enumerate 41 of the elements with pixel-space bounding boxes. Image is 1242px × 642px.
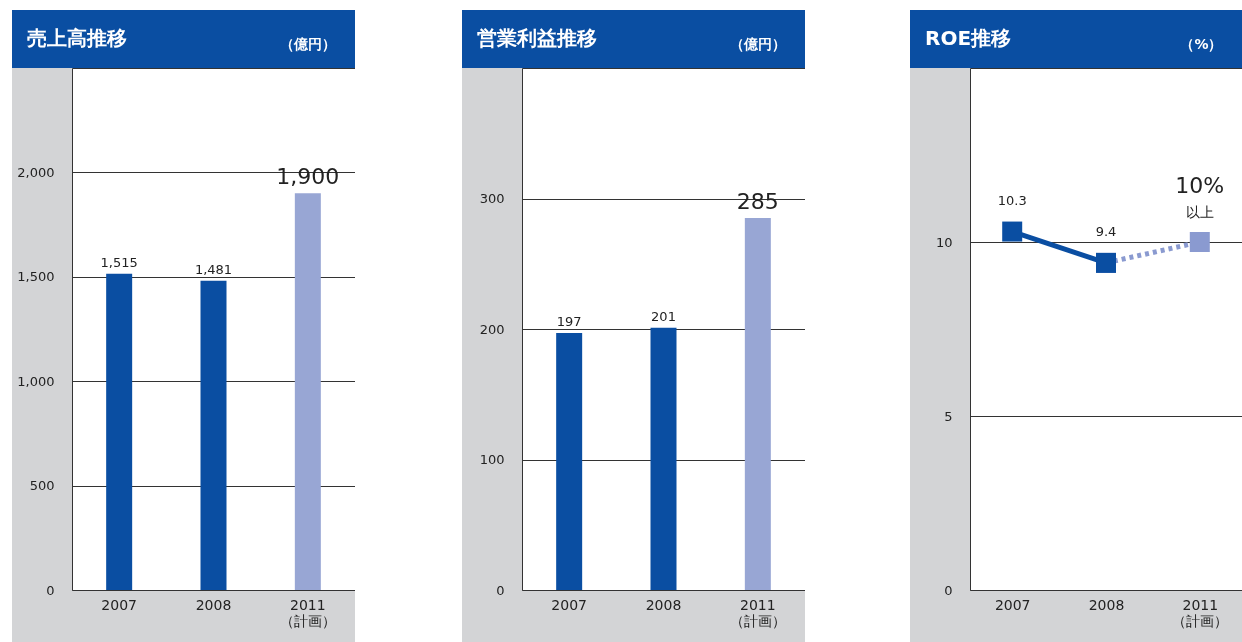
y-axis-title: （%） xyxy=(1180,35,1223,52)
y-tick-label: 10 xyxy=(935,234,953,250)
bar xyxy=(200,280,227,590)
bar xyxy=(294,193,321,590)
y-tick-label: 100 xyxy=(479,452,505,467)
chart-title: 売上高推移 xyxy=(27,26,127,50)
y-tick-label: 2,000 xyxy=(17,164,55,180)
y-axis-title: （億円） xyxy=(729,35,786,52)
x-tick-label: 2007 xyxy=(101,596,137,613)
data-label: 10.3 xyxy=(997,192,1027,208)
y-axis-title: （億円） xyxy=(279,35,336,52)
chart-title: ROE推移 xyxy=(925,26,1012,50)
data-label: 1,515 xyxy=(100,254,138,270)
data-label: 9.4 xyxy=(1095,223,1117,239)
x-tick-label: 2007 xyxy=(994,596,1031,613)
bar xyxy=(556,332,583,590)
x-tick-label: 2011 （計画） xyxy=(279,596,336,629)
y-tick-label: 0 xyxy=(944,582,953,598)
y-tick-label: 500 xyxy=(29,478,55,494)
x-tick-label: 2007 xyxy=(551,596,587,613)
data-label: 10% xyxy=(1175,173,1225,198)
chart-title: 営業利益推移 xyxy=(477,26,597,50)
data-label: 201 xyxy=(651,308,676,324)
y-tick-label: 0 xyxy=(496,582,505,598)
x-tick-label: 2008 xyxy=(645,596,682,613)
x-tick-label: 2008 xyxy=(195,596,232,613)
x-tick-label: 2011 （計画） xyxy=(1172,596,1229,629)
y-tick-label: 1,500 xyxy=(17,269,55,285)
x-tick-label: 2008 xyxy=(1088,596,1125,613)
y-tick-label: 1,000 xyxy=(17,373,55,389)
y-tick-label: 0 xyxy=(46,582,55,598)
bar xyxy=(650,327,677,590)
data-label: 1,481 xyxy=(194,261,233,277)
x-tick-label: 2011 （計画） xyxy=(729,596,786,629)
y-tick-label: 5 xyxy=(944,408,953,424)
y-tick-label: 200 xyxy=(479,321,505,337)
bar xyxy=(744,218,771,590)
y-tick-label: 300 xyxy=(479,191,505,206)
data-label: 197 xyxy=(556,313,582,329)
bar xyxy=(106,273,133,590)
annotation: 以上 xyxy=(1185,204,1214,220)
